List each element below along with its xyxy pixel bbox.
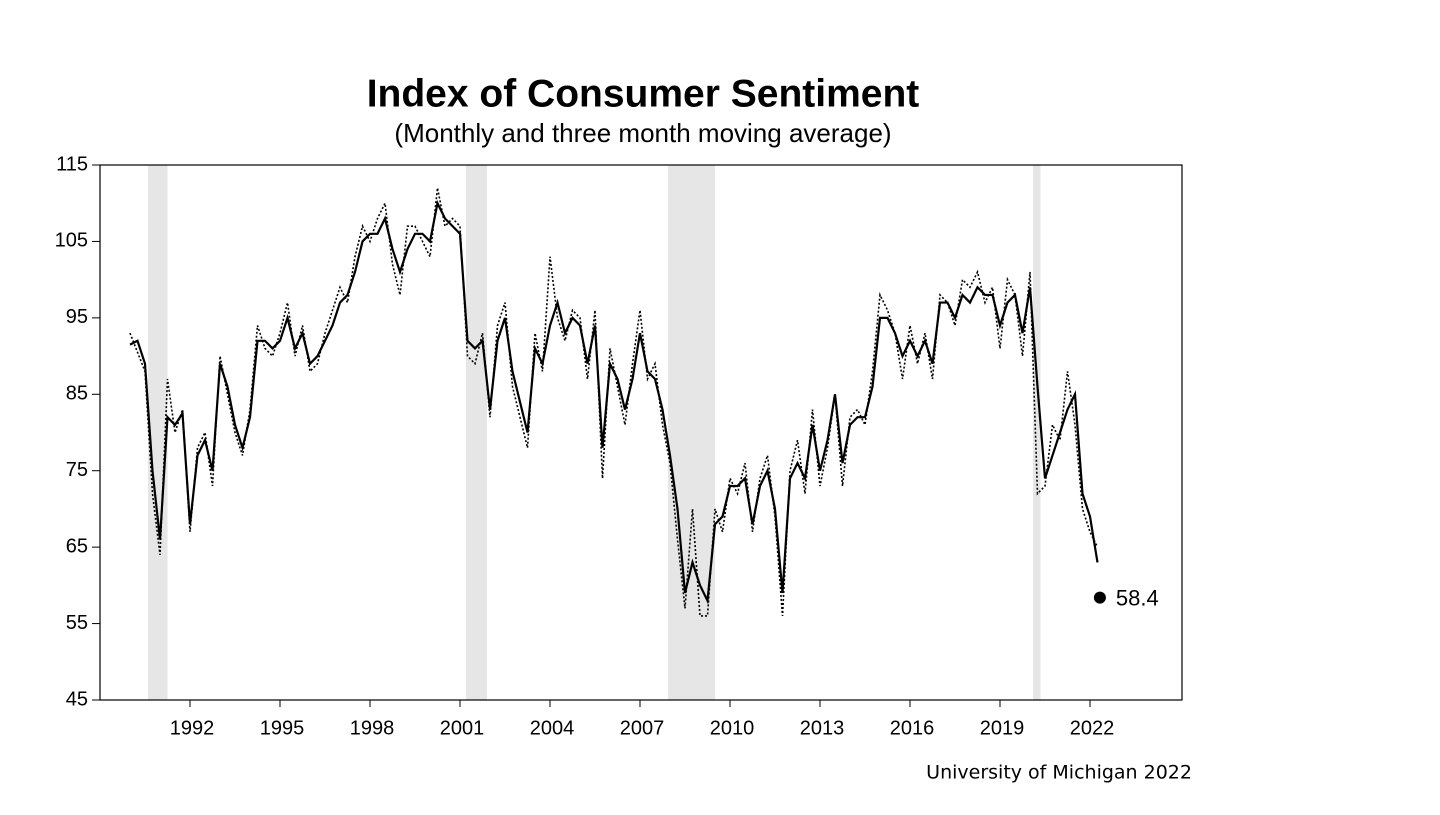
y-tick-label: 95 <box>66 306 88 328</box>
recession-band <box>1033 165 1041 700</box>
recession-band <box>667 165 715 700</box>
y-tick-label: 115 <box>56 153 88 175</box>
y-tick-label: 65 <box>66 535 88 557</box>
y-tick-label: 75 <box>66 459 88 481</box>
moving-average-line <box>129 199 1099 605</box>
y-tick-label: 85 <box>66 383 88 405</box>
x-tick-label: 2019 <box>980 717 1025 739</box>
chart-title: Index of Consumer Sentiment <box>367 72 920 115</box>
recession-band <box>148 165 168 700</box>
latest-point <box>1093 591 1106 604</box>
x-tick-label: 2013 <box>800 717 845 739</box>
y-tick-label: 105 <box>55 230 88 252</box>
latest-label: 58.4 <box>1116 585 1159 610</box>
recession-band <box>466 165 487 700</box>
x-tick-label: 1995 <box>260 717 305 739</box>
chart-subtitle: (Monthly and three month moving average) <box>394 118 891 148</box>
x-tick-label: 2007 <box>620 717 665 739</box>
x-tick-label: 2004 <box>530 717 575 739</box>
x-tick-label: 2010 <box>710 717 755 739</box>
y-tick-label: 55 <box>66 612 88 634</box>
monthly-line <box>129 187 1099 617</box>
plot-frame <box>99 164 1183 701</box>
x-tick-label: 2022 <box>1070 717 1115 739</box>
x-tick-label: 2016 <box>890 717 935 739</box>
y-tick-label: 45 <box>66 688 88 710</box>
x-tick-label: 1992 <box>170 717 215 739</box>
x-tick-label: 1998 <box>350 717 395 739</box>
source-note: University of Michigan 2022 <box>926 762 1192 784</box>
x-tick-label: 2001 <box>440 717 485 739</box>
